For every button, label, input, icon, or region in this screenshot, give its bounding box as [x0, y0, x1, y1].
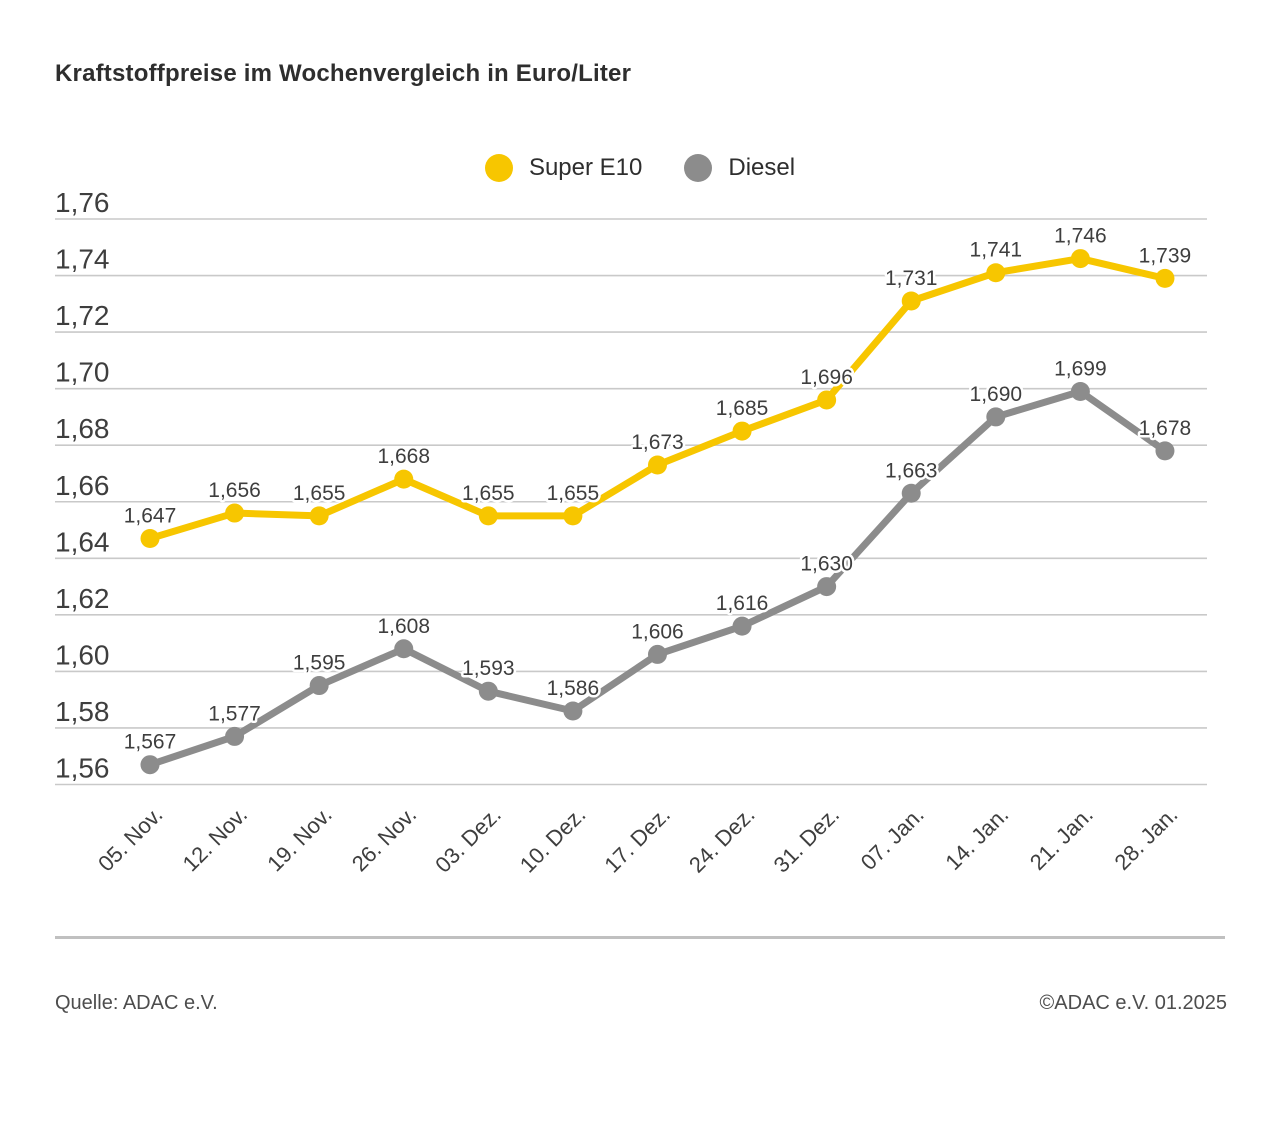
data-point-diesel [1155, 441, 1175, 461]
legend-dot-diesel-icon [684, 154, 713, 182]
data-point-super-e10 [140, 529, 160, 549]
data-point-label-diesel: 1,567 [124, 731, 177, 754]
y-axis-label: 1,74 [55, 244, 110, 275]
data-point-super-e10 [394, 469, 414, 489]
data-point-super-e10 [563, 506, 583, 526]
data-point-label-super-e10: 1,655 [547, 482, 600, 505]
legend-dot-super-e10-icon [484, 154, 513, 182]
page-title: Kraftstoffpreise im Wochenvergleich in E… [55, 60, 632, 87]
data-point-super-e10 [901, 291, 921, 311]
data-point-label-super-e10: 1,655 [462, 482, 515, 505]
data-point-super-e10 [478, 506, 498, 526]
data-point-label-diesel: 1,699 [1054, 357, 1107, 380]
data-point-diesel [817, 577, 837, 597]
data-point-label-diesel: 1,606 [631, 620, 684, 643]
x-axis-label: 28. Jan. [1109, 802, 1182, 875]
data-point-label-super-e10: 1,673 [631, 431, 684, 454]
x-axis-label: 14. Jan. [940, 802, 1013, 875]
y-axis-label: 1,56 [55, 753, 110, 784]
y-axis-label: 1,64 [55, 526, 110, 557]
x-axis-label: 19. Nov. [262, 802, 336, 876]
source-label: Quelle: ADAC e.V. [55, 992, 218, 1014]
data-point-label-super-e10: 1,668 [377, 445, 430, 468]
data-point-super-e10 [1155, 268, 1175, 288]
data-point-label-super-e10: 1,647 [124, 505, 177, 528]
data-point-label-diesel: 1,586 [547, 677, 600, 700]
y-axis-label: 1,72 [55, 300, 110, 331]
y-axis-label: 1,70 [55, 357, 110, 388]
x-axis-label: 24. Dez. [684, 802, 760, 878]
x-axis-label: 05. Nov. [93, 802, 167, 876]
y-axis-label: 1,60 [55, 639, 110, 670]
y-axis-label: 1,58 [55, 696, 110, 727]
data-point-diesel [394, 639, 414, 659]
data-point-label-super-e10: 1,741 [970, 239, 1023, 262]
x-axis-label: 26. Nov. [347, 802, 421, 876]
data-point-diesel [647, 644, 667, 664]
data-point-diesel [732, 616, 752, 636]
data-point-label-super-e10: 1,746 [1054, 225, 1107, 248]
data-point-label-diesel: 1,577 [208, 702, 261, 725]
data-point-super-e10 [1070, 249, 1090, 269]
data-point-super-e10 [732, 421, 752, 441]
data-point-diesel [309, 676, 329, 696]
data-point-label-diesel: 1,593 [462, 657, 515, 680]
x-axis-label: 21. Jan. [1025, 802, 1098, 875]
x-axis-label: 10. Dez. [515, 802, 591, 878]
data-point-diesel [563, 701, 583, 721]
data-point-label-super-e10: 1,685 [716, 397, 769, 420]
footer-divider [55, 936, 1225, 939]
data-point-super-e10 [647, 455, 667, 475]
x-axis-label: 07. Jan. [856, 802, 929, 875]
data-point-label-super-e10: 1,739 [1139, 244, 1192, 267]
x-axis-label: 31. Dez. [769, 802, 845, 878]
legend-label-diesel: Diesel [728, 154, 796, 181]
y-axis-label: 1,66 [55, 470, 110, 501]
data-point-label-diesel: 1,630 [800, 553, 853, 576]
data-point-label-diesel: 1,595 [293, 652, 346, 675]
data-point-diesel [986, 407, 1006, 427]
data-point-diesel [901, 483, 921, 503]
data-point-label-diesel: 1,616 [716, 592, 769, 615]
data-point-diesel [140, 755, 160, 775]
data-point-label-super-e10: 1,656 [208, 479, 261, 502]
legend-item-diesel: Diesel [684, 154, 795, 182]
copyright-label: ©ADAC e.V. 01.2025 [1039, 992, 1227, 1014]
data-point-super-e10 [309, 506, 329, 526]
data-point-super-e10 [225, 503, 245, 523]
x-axis-label: 03. Dez. [430, 802, 506, 878]
legend: Super E10 Diesel [0, 154, 1280, 182]
x-axis-label: 12. Nov. [178, 802, 252, 876]
y-axis-label: 1,76 [55, 187, 110, 218]
data-point-label-super-e10: 1,696 [800, 366, 853, 389]
data-point-super-e10 [986, 263, 1006, 283]
data-point-label-super-e10: 1,655 [293, 482, 346, 505]
data-point-label-diesel: 1,608 [377, 615, 430, 638]
data-point-label-diesel: 1,690 [970, 383, 1023, 406]
data-point-label-diesel: 1,678 [1139, 417, 1192, 440]
data-point-diesel [1070, 381, 1090, 401]
legend-item-super-e10: Super E10 [484, 154, 643, 182]
data-point-label-diesel: 1,663 [885, 459, 938, 482]
y-axis-label: 1,62 [55, 583, 110, 614]
y-axis-label: 1,68 [55, 413, 110, 444]
data-point-super-e10 [817, 390, 837, 410]
data-point-label-super-e10: 1,731 [885, 267, 938, 290]
data-point-diesel [478, 681, 498, 701]
legend-label-super-e10: Super E10 [528, 154, 643, 181]
data-point-diesel [225, 726, 245, 746]
x-axis-label: 17. Dez. [599, 802, 675, 878]
